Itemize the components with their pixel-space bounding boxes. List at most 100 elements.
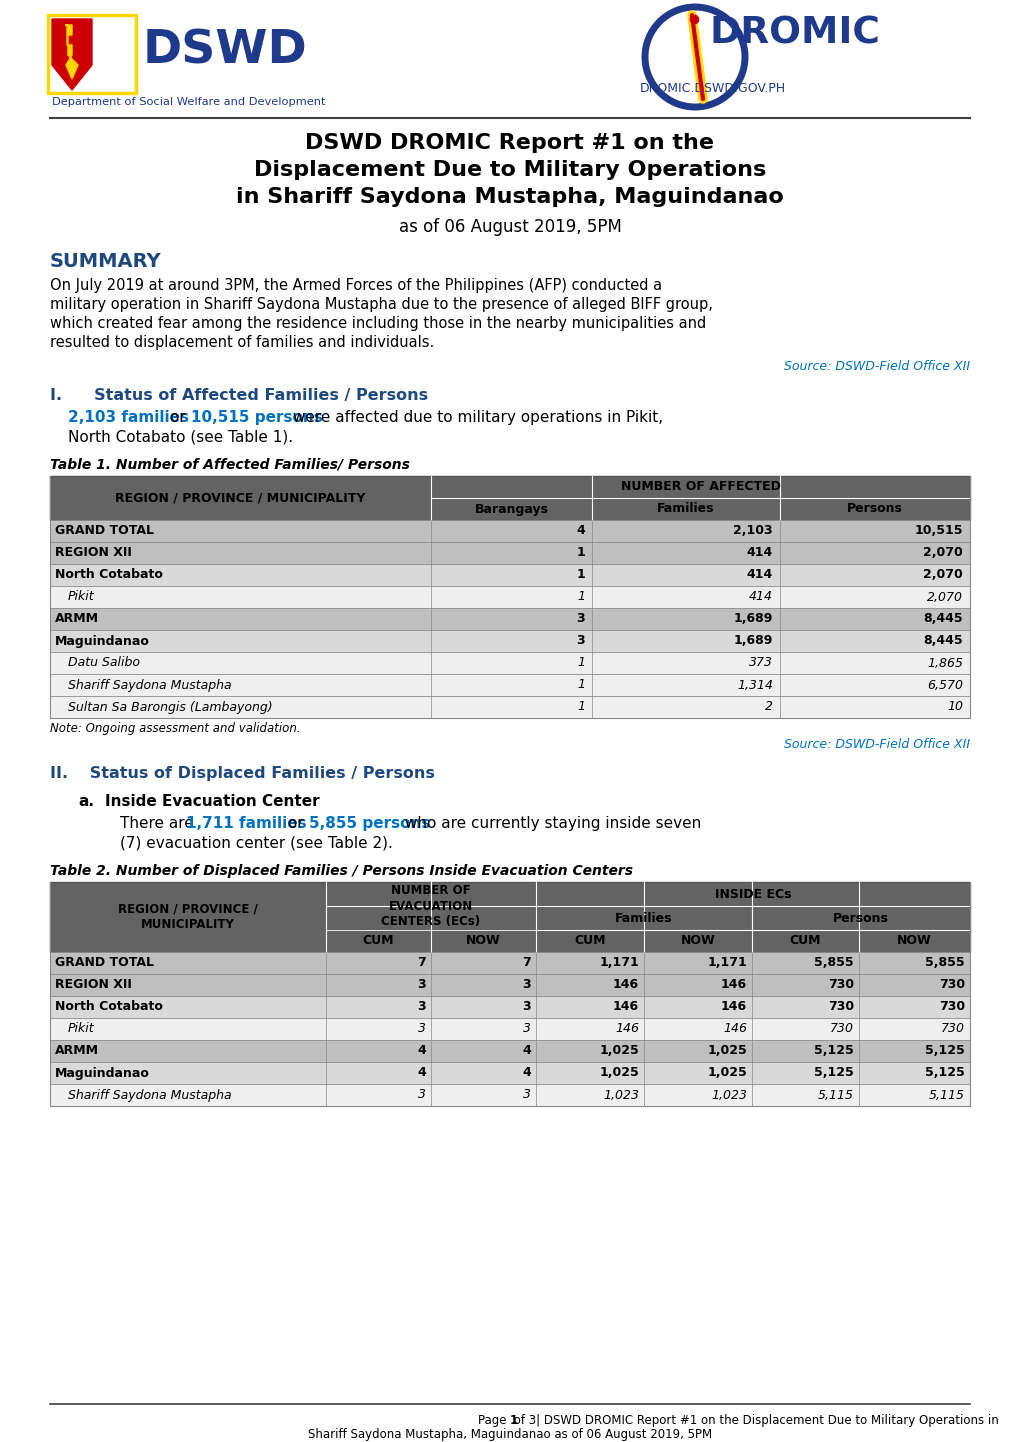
Text: 730: 730: [937, 1001, 964, 1014]
Text: 1,023: 1,023: [710, 1089, 746, 1102]
Text: REGION / PROVINCE / MUNICIPALITY: REGION / PROVINCE / MUNICIPALITY: [115, 492, 366, 505]
Bar: [751, 906, 969, 930]
Text: 146: 146: [722, 1022, 746, 1035]
Text: 8,445: 8,445: [922, 634, 962, 647]
Text: CUM: CUM: [363, 934, 394, 947]
Bar: [643, 930, 751, 952]
Text: resulted to displacement of families and individuals.: resulted to displacement of families and…: [50, 335, 434, 350]
Text: 730: 730: [827, 1001, 853, 1014]
Text: or: or: [165, 410, 191, 425]
Text: military operation in Shariff Saydona Mustapha due to the presence of alleged BI: military operation in Shariff Saydona Mu…: [50, 297, 712, 311]
Text: Table 2. Number of Displaced Families / Persons Inside Evacuation Centers: Table 2. Number of Displaced Families / …: [50, 864, 633, 878]
Text: 730: 730: [937, 979, 964, 992]
Text: 1,025: 1,025: [599, 1044, 638, 1057]
Text: Shariff Saydona Mustapha: Shariff Saydona Mustapha: [68, 1089, 231, 1102]
Text: 1,025: 1,025: [706, 1044, 746, 1057]
Text: Source: DSWD-Field Office XII: Source: DSWD-Field Office XII: [784, 360, 969, 373]
Text: DROMIC.DSWD.GOV.PH: DROMIC.DSWD.GOV.PH: [639, 82, 786, 95]
Text: 5,125: 5,125: [813, 1067, 853, 1080]
Bar: [50, 1084, 969, 1106]
Text: 730: 730: [827, 979, 853, 992]
Text: Families: Families: [656, 502, 714, 515]
Bar: [50, 585, 969, 609]
Text: 3: 3: [523, 1022, 531, 1035]
Bar: [50, 973, 969, 996]
Text: 2,103 families: 2,103 families: [68, 410, 189, 425]
Text: North Cotabato: North Cotabato: [55, 568, 163, 581]
Text: 3: 3: [418, 1089, 426, 1102]
Text: Page: Page: [477, 1415, 510, 1428]
Bar: [535, 906, 751, 930]
Bar: [326, 883, 535, 930]
Text: Displacement Due to Military Operations: Displacement Due to Military Operations: [254, 160, 765, 180]
Text: 414: 414: [748, 591, 772, 604]
Text: On July 2019 at around 3PM, the Armed Forces of the Philippines (AFP) conducted : On July 2019 at around 3PM, the Armed Fo…: [50, 278, 661, 293]
Bar: [50, 1061, 969, 1084]
Text: REGION XII: REGION XII: [55, 547, 131, 559]
Bar: [535, 883, 969, 906]
Text: 2,070: 2,070: [926, 591, 962, 604]
Text: 5,125: 5,125: [924, 1067, 964, 1080]
Text: 4: 4: [417, 1044, 426, 1057]
Text: 5,855: 5,855: [924, 956, 964, 969]
Text: INSIDE ECs: INSIDE ECs: [714, 887, 791, 900]
Text: CUM: CUM: [574, 934, 605, 947]
Bar: [50, 696, 969, 718]
Text: 6,570: 6,570: [926, 679, 962, 692]
Text: 414: 414: [746, 568, 772, 581]
Bar: [50, 1040, 969, 1061]
Text: 1,711 families: 1,711 families: [185, 816, 307, 831]
Text: Barangays: Barangays: [474, 502, 548, 515]
Text: 7: 7: [522, 956, 531, 969]
Text: 5,855 persons: 5,855 persons: [309, 816, 430, 831]
Bar: [50, 883, 326, 952]
Text: 2,070: 2,070: [922, 568, 962, 581]
Bar: [591, 497, 780, 521]
Text: of 3| DSWD DROMIC Report #1 on the Displacement Due to Military Operations in: of 3| DSWD DROMIC Report #1 on the Displ…: [510, 1415, 998, 1428]
Text: (7) evacuation center (see Table 2).: (7) evacuation center (see Table 2).: [120, 836, 392, 851]
Text: 1: 1: [576, 547, 585, 559]
Text: which created fear among the residence including those in the nearby municipalit: which created fear among the residence i…: [50, 316, 705, 332]
Text: Pikit: Pikit: [68, 1022, 95, 1035]
Text: II.  Status of Displaced Families / Persons: II. Status of Displaced Families / Perso…: [50, 766, 434, 782]
Text: Note: Ongoing assessment and validation.: Note: Ongoing assessment and validation.: [50, 722, 301, 735]
Text: 4: 4: [417, 1067, 426, 1080]
Text: or: or: [282, 816, 308, 831]
Text: 146: 146: [720, 979, 746, 992]
Text: 146: 146: [720, 1001, 746, 1014]
Text: SUMMARY: SUMMARY: [50, 252, 161, 271]
Text: 4: 4: [522, 1044, 531, 1057]
Text: 1: 1: [577, 656, 585, 669]
Text: 5,115: 5,115: [928, 1089, 964, 1102]
Text: 3: 3: [418, 1022, 426, 1035]
Text: REGION / PROVINCE /
MUNICIPALITY: REGION / PROVINCE / MUNICIPALITY: [118, 903, 258, 932]
Bar: [50, 476, 431, 521]
Text: North Cotabato: North Cotabato: [55, 1001, 163, 1014]
Text: 5,115: 5,115: [817, 1089, 853, 1102]
Bar: [50, 996, 969, 1018]
Bar: [50, 952, 969, 973]
Text: 3: 3: [522, 979, 531, 992]
Text: 1,314: 1,314: [737, 679, 772, 692]
Text: Pikit: Pikit: [68, 591, 95, 604]
Text: Persons: Persons: [846, 502, 902, 515]
Text: 1,171: 1,171: [599, 956, 638, 969]
Text: ARMM: ARMM: [55, 613, 99, 626]
Text: 1: 1: [577, 591, 585, 604]
Bar: [50, 609, 969, 630]
Text: 414: 414: [746, 547, 772, 559]
Bar: [326, 930, 431, 952]
Bar: [751, 930, 858, 952]
Text: 1: 1: [510, 1415, 518, 1428]
Text: 2,070: 2,070: [922, 547, 962, 559]
Bar: [50, 521, 969, 542]
Text: GRAND TOTAL: GRAND TOTAL: [55, 525, 154, 538]
Text: 4: 4: [576, 525, 585, 538]
Text: Families: Families: [614, 911, 673, 924]
Text: DSWD DROMIC Report #1 on the: DSWD DROMIC Report #1 on the: [306, 133, 713, 153]
Text: 1,025: 1,025: [599, 1067, 638, 1080]
Text: 1,689: 1,689: [733, 634, 772, 647]
Text: 146: 146: [612, 979, 638, 992]
Text: were affected due to military operations in Pikit,: were affected due to military operations…: [288, 410, 663, 425]
Text: 5,855: 5,855: [813, 956, 853, 969]
